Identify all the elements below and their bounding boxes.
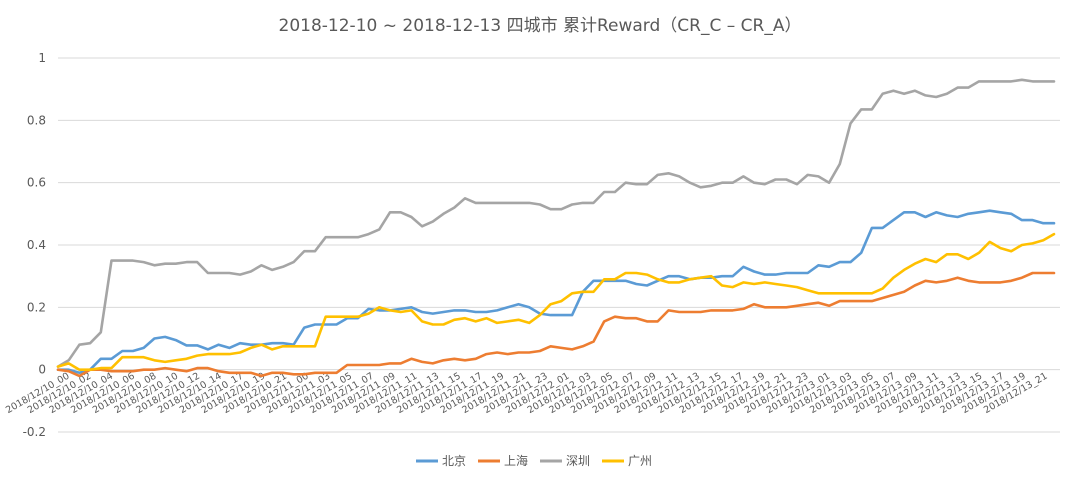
- legend: 北京 上海 深圳 广州: [416, 453, 652, 468]
- y-tick-label: -0.2: [23, 425, 46, 439]
- legend-label: 广州: [628, 454, 652, 468]
- legend-label: 深圳: [566, 454, 590, 468]
- series-line-4: [56, 232, 1056, 372]
- series-line-1: [56, 209, 1056, 375]
- gridlines: [58, 57, 1060, 433]
- series-line-2: [56, 271, 1056, 378]
- x-axis-ticks: 2018/12/10_002018/12/10_022018/12/10_042…: [4, 371, 1050, 416]
- y-tick-label: 0.4: [27, 238, 46, 252]
- series-lines: [56, 78, 1056, 378]
- series-line-3: [56, 78, 1056, 368]
- legend-label: 北京: [442, 454, 466, 468]
- y-tick-label: 0.2: [27, 300, 46, 314]
- y-tick-label: 0: [38, 363, 46, 377]
- y-axis-ticks: -0.2 0 0.2 0.4 0.6 0.8 1: [23, 51, 46, 439]
- chart-title: 2018-12-10 ~ 2018-12-13 四城市 累计Reward（CR_…: [279, 16, 802, 36]
- y-tick-label: 0.6: [27, 176, 46, 190]
- y-tick-label: 0.8: [27, 113, 46, 127]
- y-tick-label: 1: [38, 51, 46, 65]
- legend-label: 上海: [504, 453, 528, 468]
